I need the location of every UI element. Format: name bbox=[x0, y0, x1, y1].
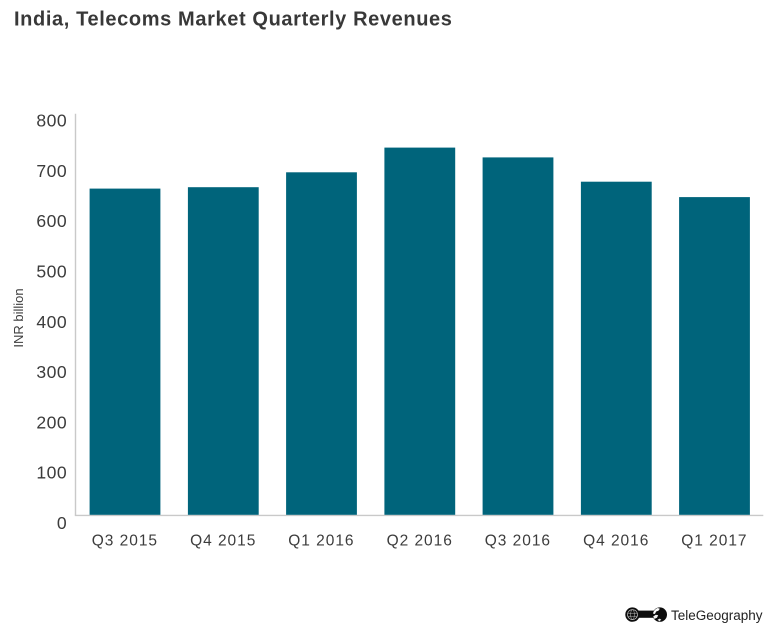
svg-text:400: 400 bbox=[36, 312, 67, 332]
svg-text:700: 700 bbox=[36, 161, 67, 181]
svg-text:INR billion: INR billion bbox=[11, 288, 26, 347]
svg-text:800: 800 bbox=[36, 111, 67, 131]
svg-text:Q1 2016: Q1 2016 bbox=[288, 532, 354, 549]
svg-text:Q3 2015: Q3 2015 bbox=[92, 532, 158, 549]
svg-text:TeleGeography: TeleGeography bbox=[671, 608, 763, 623]
svg-text:300: 300 bbox=[36, 362, 67, 382]
svg-text:Q4 2015: Q4 2015 bbox=[190, 532, 256, 549]
svg-text:Q2 2016: Q2 2016 bbox=[387, 532, 453, 549]
svg-text:100: 100 bbox=[36, 463, 67, 483]
svg-text:Q3 2016: Q3 2016 bbox=[485, 532, 551, 549]
svg-text:600: 600 bbox=[36, 211, 67, 231]
svg-text:0: 0 bbox=[57, 513, 67, 533]
svg-text:200: 200 bbox=[36, 412, 67, 432]
svg-text:Q1 2017: Q1 2017 bbox=[681, 532, 747, 549]
svg-text:500: 500 bbox=[36, 262, 67, 282]
svg-text:India, Telecoms Market Quarter: India, Telecoms Market Quarterly Revenue… bbox=[14, 9, 453, 31]
svg-text:Q4 2016: Q4 2016 bbox=[583, 532, 649, 549]
